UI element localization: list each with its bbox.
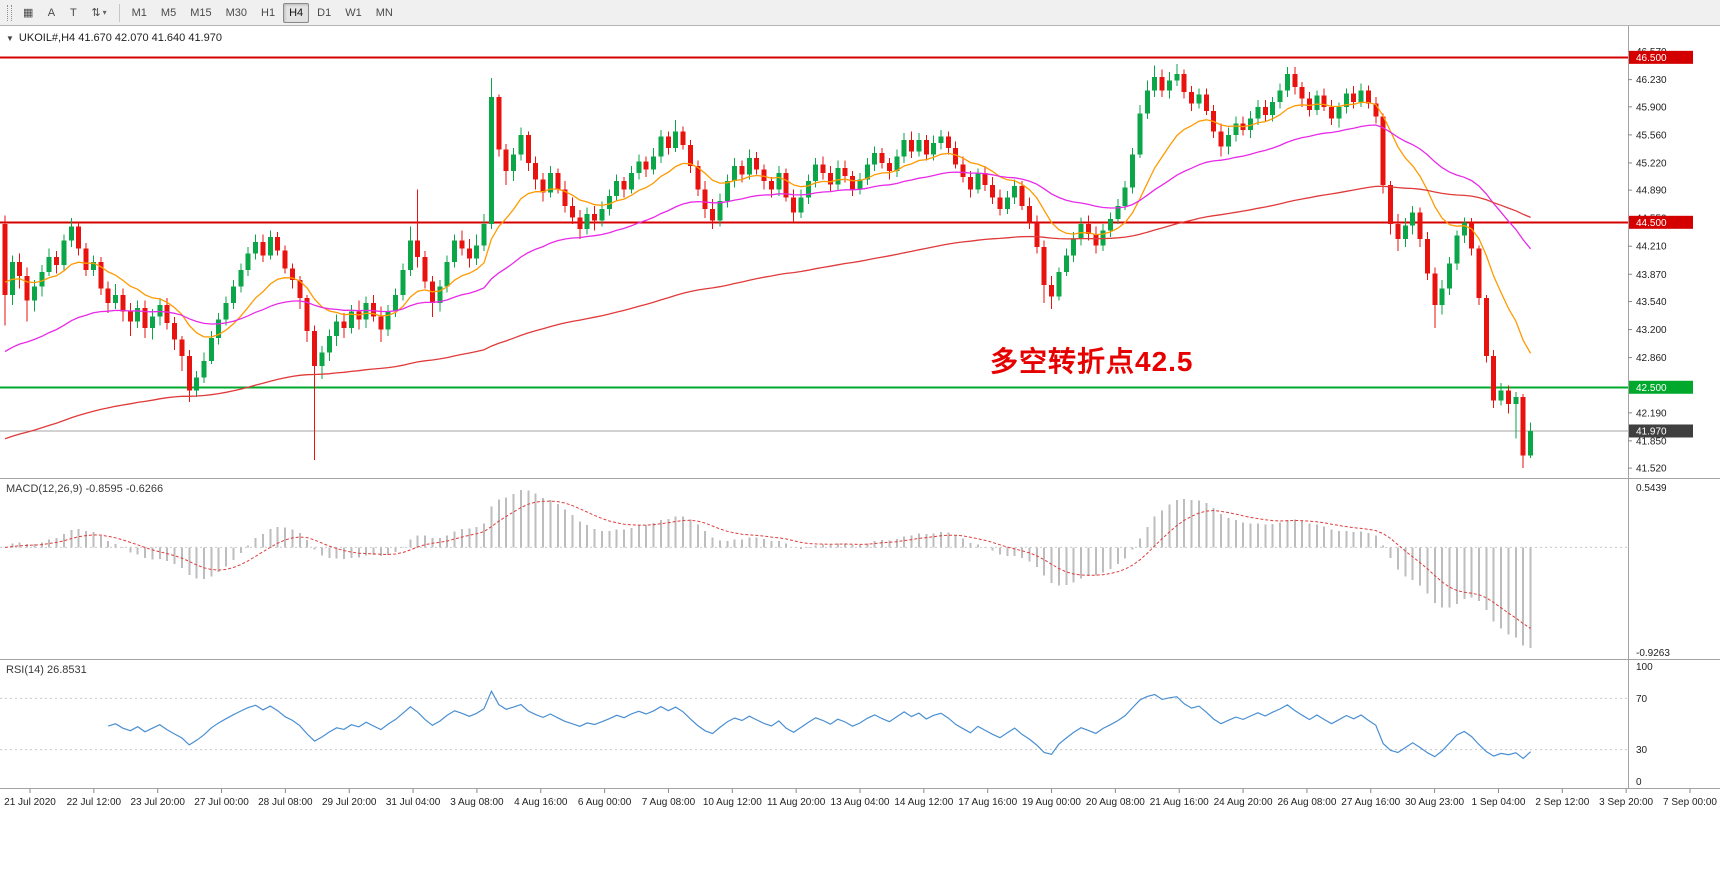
svg-text:21 Jul 2020: 21 Jul 2020 — [4, 797, 56, 808]
svg-text:42.860: 42.860 — [1636, 353, 1667, 364]
rsi-axis-labels: 100 70 30 0 — [1636, 662, 1653, 788]
candles-layer — [2, 63, 1534, 469]
svg-text:41.850: 41.850 — [1636, 436, 1667, 447]
svg-text:19 Aug 00:00: 19 Aug 00:00 — [1022, 797, 1081, 808]
svg-text:28 Jul 08:00: 28 Jul 08:00 — [258, 797, 313, 808]
svg-text:29 Jul 20:00: 29 Jul 20:00 — [322, 797, 377, 808]
toolbar-separator — [118, 3, 120, 22]
svg-text:43.200: 43.200 — [1636, 325, 1667, 336]
svg-text:17 Aug 16:00: 17 Aug 16:00 — [958, 797, 1017, 808]
svg-text:2 Sep 12:00: 2 Sep 12:00 — [1535, 797, 1589, 808]
svg-text:44.210: 44.210 — [1636, 242, 1667, 253]
rsi-line — [108, 689, 1531, 760]
svg-text:31 Jul 04:00: 31 Jul 04:00 — [386, 797, 441, 808]
svg-text:10 Aug 12:00: 10 Aug 12:00 — [703, 797, 762, 808]
chart-dropdown-icon[interactable]: ▼ — [6, 33, 14, 43]
toolbar-tools: ▦ A T ⇅ ▾ — [16, 3, 114, 23]
svg-text:21 Aug 16:00: 21 Aug 16:00 — [1150, 797, 1209, 808]
svg-text:6 Aug 00:00: 6 Aug 00:00 — [578, 797, 632, 808]
svg-text:41.520: 41.520 — [1636, 464, 1667, 475]
svg-text:30: 30 — [1636, 745, 1648, 756]
text-tool-glyph-icon: T — [70, 6, 77, 19]
toolbar-grip[interactable] — [7, 4, 12, 21]
svg-text:30 Aug 23:00: 30 Aug 23:00 — [1405, 797, 1464, 808]
timeframe-button-m5[interactable]: M5 — [160, 6, 177, 19]
svg-text:22 Jul 12:00: 22 Jul 12:00 — [67, 797, 122, 808]
svg-text:70: 70 — [1636, 694, 1648, 705]
svg-text:44.890: 44.890 — [1636, 186, 1667, 197]
svg-text:11 Aug 20:00: 11 Aug 20:00 — [767, 797, 826, 808]
svg-text:27 Aug 16:00: 27 Aug 16:00 — [1341, 797, 1400, 808]
timeframe-button-w1[interactable]: W1 — [345, 6, 362, 19]
svg-text:46.500: 46.500 — [1636, 53, 1667, 64]
svg-text:42.500: 42.500 — [1636, 383, 1667, 394]
svg-text:7 Aug 08:00: 7 Aug 08:00 — [642, 797, 696, 808]
timeframe-button-m15[interactable]: M15 — [190, 6, 212, 19]
macd-histogram — [11, 490, 1532, 648]
chart-canvas[interactable]: 46.57046.23045.90045.56045.22044.89044.5… — [0, 26, 1720, 894]
chart-area[interactable]: 46.57046.23045.90045.56045.22044.89044.5… — [0, 26, 1720, 894]
timeframe-button-mn[interactable]: MN — [375, 6, 393, 19]
symbol-ohlc-header: ▼ UKOIL#,H4 41.670 42.070 41.640 41.970 — [6, 32, 222, 44]
svg-text:3 Sep 20:00: 3 Sep 20:00 — [1599, 797, 1653, 808]
symbol-ohlc-text: UKOIL#,H4 41.670 42.070 41.640 41.970 — [18, 32, 222, 44]
svg-text:45.900: 45.900 — [1636, 102, 1667, 113]
svg-text:24 Aug 20:00: 24 Aug 20:00 — [1214, 797, 1273, 808]
timeframe-toolbar: M1 M5 M15 M30 H1 H4 D1 W1 MN — [125, 2, 400, 23]
svg-text:1 Sep 04:00: 1 Sep 04:00 — [1471, 797, 1525, 808]
svg-text:27 Jul 00:00: 27 Jul 00:00 — [194, 797, 249, 808]
ma-line-mid — [4, 124, 1532, 353]
dropdown-caret-icon: ▾ — [102, 8, 107, 17]
arrange-scale-tool-button[interactable]: ⇅ ▾ — [85, 3, 112, 23]
timeframe-button-m30[interactable]: M30 — [225, 6, 248, 19]
toolbar: ▦ A T ⇅ ▾ M1 M5 M15 M30 H1 H4 D1 W1 MN — [0, 0, 1720, 26]
svg-text:26 Aug 08:00: 26 Aug 08:00 — [1277, 797, 1336, 808]
price-axis-ticks: 46.57046.23045.90045.56045.22044.89044.5… — [1628, 47, 1667, 475]
svg-text:20 Aug 08:00: 20 Aug 08:00 — [1086, 797, 1145, 808]
svg-text:100: 100 — [1636, 662, 1653, 673]
macd-axis-labels: 0.5439 -0.9263 — [1636, 483, 1670, 659]
chart-annotation-text: 多空转折点42.5 — [990, 346, 1194, 377]
cursor-a-tool-button[interactable]: A — [41, 3, 61, 23]
svg-text:0: 0 — [1636, 777, 1642, 788]
svg-text:4 Aug 16:00: 4 Aug 16:00 — [514, 797, 568, 808]
svg-text:23 Jul 20:00: 23 Jul 20:00 — [130, 797, 185, 808]
svg-text:42.190: 42.190 — [1636, 408, 1667, 419]
horizontal-level-lines — [0, 56, 1628, 432]
svg-text:3 Aug 08:00: 3 Aug 08:00 — [450, 797, 504, 808]
time-axis: 21 Jul 2020 22 Jul 12:00 23 Jul 20:00 27 Ju… — [4, 789, 1717, 808]
chart-window-icon-glyph-icon: ▦ — [23, 7, 34, 19]
macd-indicator-label: MACD(12,26,9) -0.8595 -0.6266 — [6, 483, 164, 495]
cursor-a-tool-glyph-icon: A — [47, 6, 56, 19]
svg-text:13 Aug 04:00: 13 Aug 04:00 — [831, 797, 890, 808]
svg-text:43.870: 43.870 — [1636, 270, 1667, 281]
svg-text:43.540: 43.540 — [1636, 297, 1667, 308]
text-tool-button[interactable]: T — [63, 3, 83, 23]
svg-text:45.220: 45.220 — [1636, 158, 1667, 169]
svg-text:44.500: 44.500 — [1636, 218, 1667, 229]
timeframe-button-h1[interactable]: H1 — [261, 6, 276, 19]
timeframe-button-m1[interactable]: M1 — [131, 6, 147, 19]
arrange-scale-tool-glyph-icon: ⇅ — [91, 7, 101, 19]
macd-signal-line — [4, 500, 1531, 629]
ma-line-fast — [4, 101, 1532, 354]
chart-window-icon-button[interactable]: ▦ — [17, 3, 39, 23]
price-axis-badges: 46.500 44.500 42.500 41.970 — [1629, 50, 1693, 438]
svg-text:41.970: 41.970 — [1636, 426, 1667, 437]
timeframe-button-d1[interactable]: D1 — [317, 6, 332, 19]
svg-text:-0.9263: -0.9263 — [1636, 648, 1670, 659]
timeframe-button-h4[interactable]: H4 — [283, 2, 310, 23]
rsi-indicator-label: RSI(14) 26.8531 — [6, 664, 87, 676]
svg-text:46.230: 46.230 — [1636, 75, 1667, 86]
ma-line-slow — [4, 185, 1531, 440]
svg-text:14 Aug 12:00: 14 Aug 12:00 — [894, 797, 953, 808]
svg-text:45.560: 45.560 — [1636, 130, 1667, 141]
svg-text:7 Sep 00:00: 7 Sep 00:00 — [1663, 797, 1717, 808]
svg-text:0.5439: 0.5439 — [1636, 483, 1667, 494]
